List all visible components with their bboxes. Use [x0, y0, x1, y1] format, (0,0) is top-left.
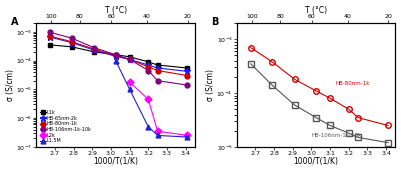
Text: HB-106nm-1k-10k: HB-106nm-1k-10k [312, 133, 362, 138]
HB-80nm-1k [270, 61, 275, 63]
L1k [48, 44, 53, 46]
HB-80nm-1k [356, 117, 360, 119]
HB-80nm-1k [248, 47, 253, 49]
L2k [146, 98, 151, 100]
X-axis label: T (°C): T (°C) [305, 6, 327, 15]
L1k [127, 56, 132, 58]
Text: HB-80nm-1k: HB-80nm-1k [336, 81, 370, 86]
Line: HB-106nm-1k-10k: HB-106nm-1k-10k [248, 61, 391, 145]
Line: HB-65nm-2k: HB-65nm-2k [47, 34, 191, 75]
Line: HB-80nm-1k: HB-80nm-1k [48, 34, 190, 78]
L1k [113, 54, 118, 56]
HB-106nm-1k-10k [69, 37, 74, 39]
HB-65nm-2k [155, 67, 160, 69]
HB-80nm-1k [185, 75, 190, 77]
HB-106nm-1k-10k [270, 84, 275, 86]
HB-65nm-2k [113, 55, 118, 57]
L1.5M [113, 60, 118, 62]
L1k [155, 64, 160, 66]
HB-65nm-2k [92, 49, 97, 51]
HB-106nm-1k-10k [92, 47, 97, 49]
HB-106nm-1k-10k [248, 63, 253, 65]
HB-80nm-1k [292, 78, 297, 80]
Y-axis label: σ (S/cm): σ (S/cm) [6, 69, 14, 101]
HB-65nm-2k [69, 42, 74, 44]
HB-106nm-1k-10k [185, 84, 190, 86]
HB-80nm-1k [346, 108, 351, 110]
HB-65nm-2k [127, 58, 132, 60]
HB-80nm-1k [146, 66, 151, 68]
HB-65nm-2k [185, 70, 190, 72]
HB-106nm-1k-10k [386, 142, 391, 144]
Text: A: A [11, 17, 18, 27]
HB-65nm-2k [48, 36, 53, 38]
L1.5M [146, 126, 151, 128]
Legend: L1k, HB-65nm-2k, HB-80nm-1k, HB-106nm-1k-10k, L2k, L1.5M: L1k, HB-65nm-2k, HB-80nm-1k, HB-106nm-1k… [39, 109, 93, 144]
L1k [185, 67, 190, 69]
Line: HB-106nm-1k-10k: HB-106nm-1k-10k [48, 30, 190, 88]
L1.5M [127, 88, 132, 90]
HB-80nm-1k [113, 55, 118, 57]
HB-106nm-1k-10k [356, 136, 360, 138]
L2k [127, 81, 132, 83]
HB-80nm-1k [386, 125, 391, 127]
HB-106nm-1k-10k [155, 80, 160, 82]
HB-106nm-1k-10k [292, 104, 297, 106]
Line: L1.5M: L1.5M [113, 58, 190, 139]
HB-65nm-2k [146, 64, 151, 66]
HB-106nm-1k-10k [127, 58, 132, 60]
HB-80nm-1k [69, 41, 74, 43]
X-axis label: 1000/T(1/K): 1000/T(1/K) [294, 157, 338, 166]
Line: L2k: L2k [127, 80, 190, 138]
Line: HB-80nm-1k: HB-80nm-1k [248, 45, 391, 128]
HB-80nm-1k [328, 97, 332, 99]
HB-106nm-1k-10k [328, 125, 332, 127]
HB-106nm-1k-10k [48, 31, 53, 33]
L1k [69, 46, 74, 48]
Y-axis label: σ (S/cm): σ (S/cm) [206, 69, 215, 101]
HB-106nm-1k-10k [314, 117, 318, 119]
L1k [146, 61, 151, 63]
HB-80nm-1k [92, 48, 97, 50]
L2k [155, 130, 160, 132]
HB-106nm-1k-10k [346, 132, 351, 134]
Line: L1k: L1k [48, 42, 190, 71]
L2k [185, 134, 190, 136]
L1.5M [155, 134, 160, 136]
HB-80nm-1k [155, 69, 160, 72]
HB-80nm-1k [127, 58, 132, 60]
X-axis label: T (°C): T (°C) [105, 6, 127, 15]
HB-106nm-1k-10k [146, 69, 151, 72]
X-axis label: 1000/T(1/K): 1000/T(1/K) [93, 157, 138, 166]
L1k [92, 51, 97, 53]
HB-80nm-1k [314, 90, 318, 92]
HB-80nm-1k [48, 35, 53, 37]
L1.5M [185, 136, 190, 138]
HB-106nm-1k-10k [113, 54, 118, 56]
Text: B: B [211, 17, 219, 27]
